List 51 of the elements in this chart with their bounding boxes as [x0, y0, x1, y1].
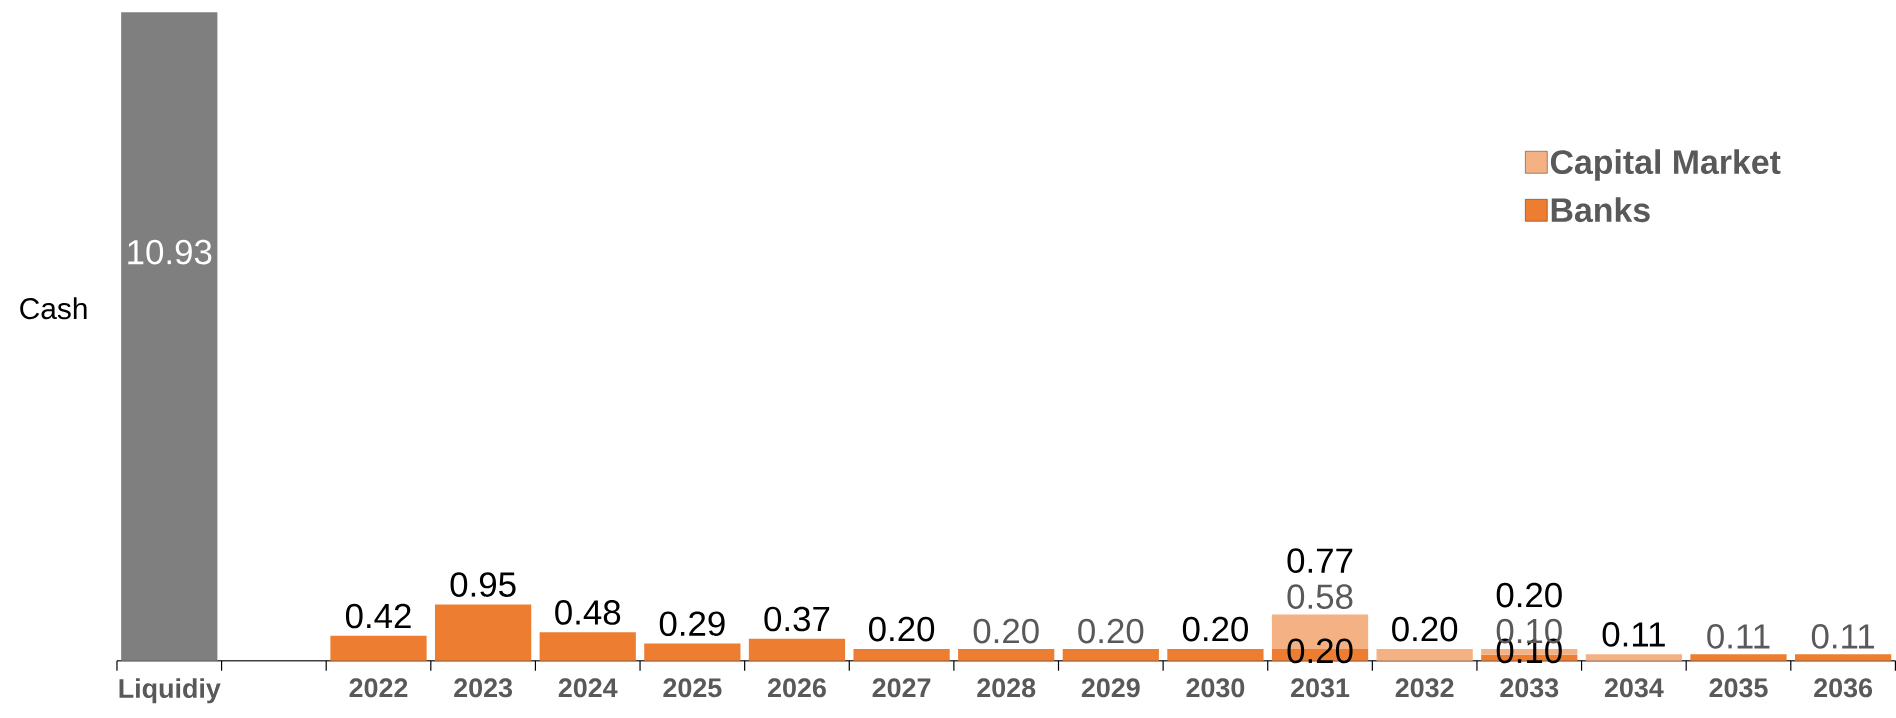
legend-label: Banks [1551, 197, 1650, 223]
x-tick-label: Liquidiy [119, 678, 221, 704]
total-label: 0.77 [1287, 548, 1353, 574]
bar [435, 604, 532, 661]
total-label: 0.29 [659, 611, 725, 637]
bar [1794, 654, 1892, 661]
x-tick-label: 2025 [663, 678, 722, 698]
total-label: 0.20 [1392, 616, 1458, 642]
total-label: 0.11 [1602, 622, 1665, 647]
x-tick-label: 2022 [349, 678, 408, 698]
total-label: 0.20 [869, 616, 935, 642]
bar [853, 649, 950, 661]
x-tick-label: 2032 [1395, 678, 1454, 698]
bar [1062, 649, 1159, 661]
x-tick-label: 2031 [1291, 678, 1350, 698]
data-label: 0.20 [973, 618, 1039, 644]
bar [539, 632, 636, 661]
x-tick-label: 2036 [1814, 678, 1873, 698]
bar [121, 12, 218, 661]
x-tick-label: 2026 [767, 678, 826, 698]
bar [330, 635, 427, 661]
data-label: 0.20 [1287, 638, 1353, 664]
total-label: 0.48 [555, 600, 621, 625]
data-label: 0.20 [1078, 618, 1144, 644]
x-tick-label: 2034 [1604, 678, 1664, 698]
bar [1585, 654, 1682, 661]
bar [748, 638, 846, 661]
bar [958, 649, 1055, 661]
bar [1690, 654, 1787, 661]
total-label: 0.42 [345, 603, 411, 629]
total-label: 0.20 [1496, 582, 1562, 608]
x-tick-label: 2033 [1500, 678, 1559, 698]
bar [1167, 649, 1264, 661]
bar [1376, 649, 1473, 661]
legend-label: Capital Market [1550, 149, 1781, 181]
data-label: 0.11 [1811, 624, 1875, 649]
x-tick-label: 2029 [1081, 678, 1140, 698]
bar [644, 643, 741, 661]
total-label: 0.37 [764, 606, 830, 632]
x-tick-label: 2024 [558, 678, 618, 698]
x-tick-label: 2023 [454, 678, 513, 698]
x-tick-label: 2028 [977, 678, 1036, 698]
x-tick-label: 2030 [1186, 678, 1245, 698]
x-tick-label: 2027 [872, 678, 931, 698]
x-tick-label: 2035 [1709, 678, 1768, 698]
data-label: 0.11 [1707, 624, 1770, 649]
total-label: 0.20 [1182, 616, 1248, 642]
data-label: 10.93 [128, 239, 212, 265]
total-label: 0.95 [450, 572, 516, 597]
series-label: Cash [20, 297, 87, 320]
data-label: 0.58 [1287, 584, 1353, 610]
